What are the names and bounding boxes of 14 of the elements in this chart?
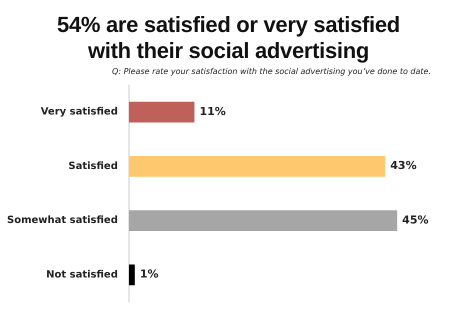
y-tick-label: Not satisfied (46, 269, 118, 280)
bar (128, 102, 194, 122)
bar (128, 156, 386, 177)
y-tick-label: Somewhat satisfied (6, 215, 118, 226)
data-label: 45% (402, 213, 429, 226)
data-label: 11% (199, 104, 226, 118)
chart-title: 54% are satisfied or very satisfied with their social advertising (56, 12, 401, 64)
y-tick-label: Very satisfied (40, 106, 118, 118)
data-label: 1% (140, 268, 159, 281)
y-tick-label: Satisfied (68, 160, 118, 172)
chart-subtitle: Q: Please rate your satisfaction with the social advertising you’ve done to date. (111, 67, 431, 76)
data-label: 43% (390, 159, 417, 172)
bar (128, 264, 135, 286)
bar (128, 210, 398, 231)
